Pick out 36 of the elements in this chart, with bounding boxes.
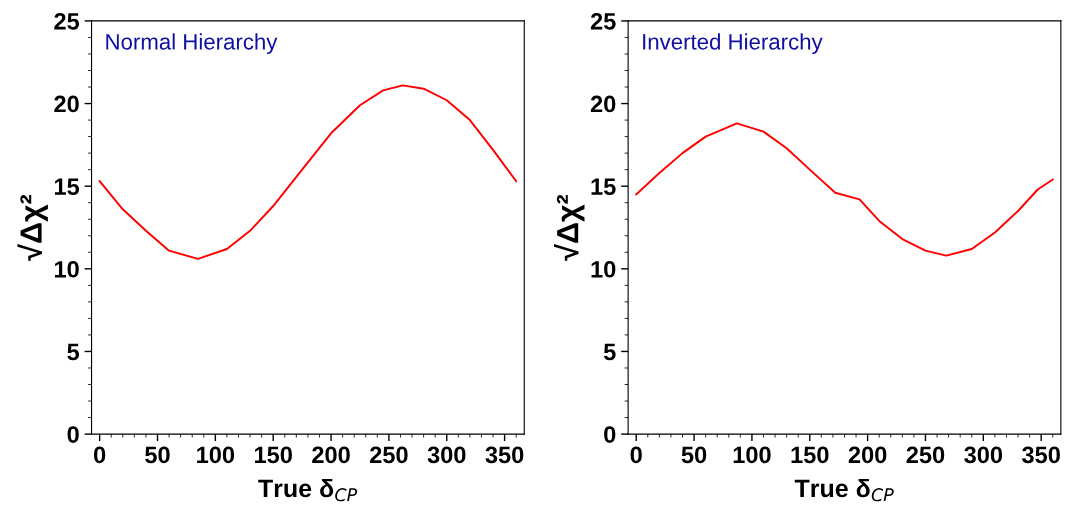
- y-tick-label: 0: [67, 426, 79, 443]
- y-tick-label: 0: [604, 426, 616, 443]
- x-tick-label: 350: [485, 446, 524, 464]
- x-tick-label: 150: [791, 446, 829, 464]
- x-tick-label: 50: [681, 446, 707, 464]
- y-axis-title: √Δχ²: [17, 194, 48, 261]
- line-series: [98, 84, 518, 260]
- y-tick-label: 25: [54, 12, 80, 30]
- y-axis-title: √Δχ²: [553, 194, 585, 261]
- x-tick-label: 0: [630, 446, 642, 464]
- x-tick-label: 300: [427, 446, 466, 464]
- y-tick-label: 5: [603, 343, 616, 361]
- x-tick-label: 0: [94, 446, 106, 464]
- y-tick-label: 20: [54, 95, 79, 113]
- y-tick-label: 15: [591, 178, 616, 195]
- y-tick-label: 15: [54, 178, 80, 195]
- y-tick-label: 5: [67, 343, 80, 361]
- x-tick-label: 200: [312, 446, 350, 464]
- x-axis-title: True δ$_{CP}$: [794, 478, 894, 502]
- x-tick-label: 100: [197, 446, 235, 464]
- y-tick-label: 10: [54, 260, 79, 278]
- y-tick-label: 25: [590, 12, 616, 30]
- x-tick-label: 200: [848, 446, 887, 464]
- x-tick-label: 100: [733, 446, 771, 464]
- x-tick-label: 350: [1022, 446, 1060, 464]
- line-series: [635, 122, 1054, 257]
- y-tick-label: 10: [591, 260, 616, 278]
- x-tick-label: 250: [370, 446, 408, 464]
- y-tick-label: 20: [590, 95, 616, 113]
- annotation: Normal Hierarchy: [106, 33, 278, 55]
- x-tick-label: 50: [145, 446, 170, 464]
- x-tick-label: 150: [254, 446, 292, 464]
- annotation: Inverted Hierarchy: [643, 33, 823, 55]
- x-axis-title: True δ$_{CP}$: [258, 478, 358, 502]
- x-tick-label: 250: [906, 446, 945, 464]
- x-tick-label: 300: [964, 446, 1003, 464]
